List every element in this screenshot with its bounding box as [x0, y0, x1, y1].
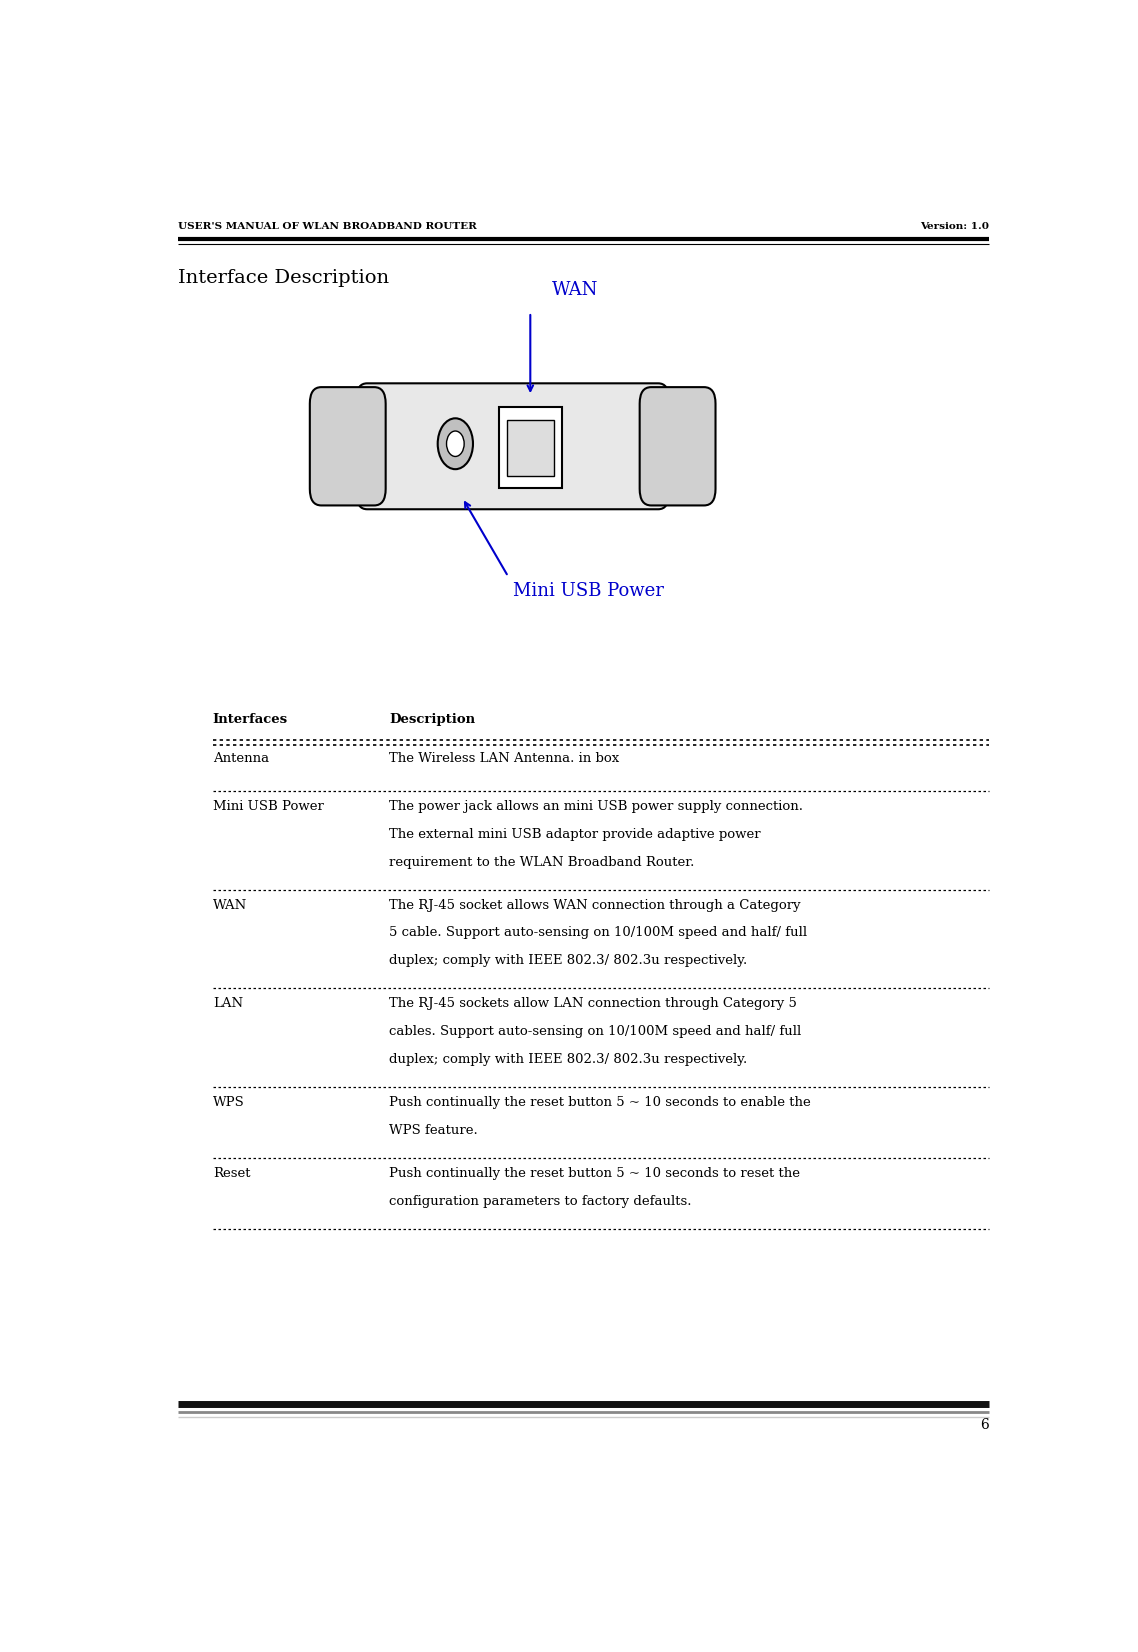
- Text: Push continually the reset button 5 ~ 10 seconds to reset the: Push continually the reset button 5 ~ 10…: [389, 1166, 800, 1180]
- Text: cables. Support auto-sensing on 10/100M speed and half/ full: cables. Support auto-sensing on 10/100M …: [389, 1026, 801, 1037]
- Text: Antenna: Antenna: [213, 752, 269, 765]
- Text: The RJ-45 socket allows WAN connection through a Category: The RJ-45 socket allows WAN connection t…: [389, 899, 801, 912]
- Text: duplex; comply with IEEE 802.3/ 802.3u respectively.: duplex; comply with IEEE 802.3/ 802.3u r…: [389, 1052, 748, 1066]
- Text: Reset: Reset: [213, 1166, 250, 1180]
- Circle shape: [438, 418, 473, 469]
- Text: LAN: LAN: [213, 998, 242, 1011]
- Text: duplex; comply with IEEE 802.3/ 802.3u respectively.: duplex; comply with IEEE 802.3/ 802.3u r…: [389, 955, 748, 968]
- Text: The external mini USB adaptor provide adaptive power: The external mini USB adaptor provide ad…: [389, 828, 761, 841]
- Text: configuration parameters to factory defaults.: configuration parameters to factory defa…: [389, 1194, 692, 1208]
- FancyBboxPatch shape: [356, 383, 669, 509]
- Text: The Wireless LAN Antenna. in box: The Wireless LAN Antenna. in box: [389, 752, 619, 765]
- Text: WAN: WAN: [213, 899, 247, 912]
- FancyBboxPatch shape: [506, 420, 554, 476]
- Text: Mini USB Power: Mini USB Power: [213, 800, 323, 813]
- Text: requirement to the WLAN Broadband Router.: requirement to the WLAN Broadband Router…: [389, 856, 694, 869]
- Text: The RJ-45 sockets allow LAN connection through Category 5: The RJ-45 sockets allow LAN connection t…: [389, 998, 797, 1011]
- Text: WPS feature.: WPS feature.: [389, 1123, 478, 1137]
- FancyBboxPatch shape: [310, 387, 386, 506]
- Text: WPS: WPS: [213, 1097, 245, 1108]
- FancyBboxPatch shape: [498, 406, 562, 489]
- Text: Version: 1.0: Version: 1.0: [920, 223, 989, 231]
- Text: 5 cable. Support auto-sensing on 10/100M speed and half/ full: 5 cable. Support auto-sensing on 10/100M…: [389, 927, 807, 940]
- Text: Push continually the reset button 5 ~ 10 seconds to enable the: Push continually the reset button 5 ~ 10…: [389, 1097, 811, 1108]
- Text: USER'S MANUAL OF WLAN BROADBAND ROUTER: USER'S MANUAL OF WLAN BROADBAND ROUTER: [178, 223, 477, 231]
- Text: 6: 6: [980, 1417, 989, 1432]
- Text: Interfaces: Interfaces: [213, 714, 288, 727]
- Text: The power jack allows an mini USB power supply connection.: The power jack allows an mini USB power …: [389, 800, 803, 813]
- Circle shape: [446, 431, 464, 456]
- Text: WAN: WAN: [552, 281, 599, 299]
- Text: Mini USB Power: Mini USB Power: [512, 582, 663, 600]
- FancyBboxPatch shape: [640, 387, 716, 506]
- Text: Interface Description: Interface Description: [178, 269, 389, 287]
- Text: Description: Description: [389, 714, 476, 727]
